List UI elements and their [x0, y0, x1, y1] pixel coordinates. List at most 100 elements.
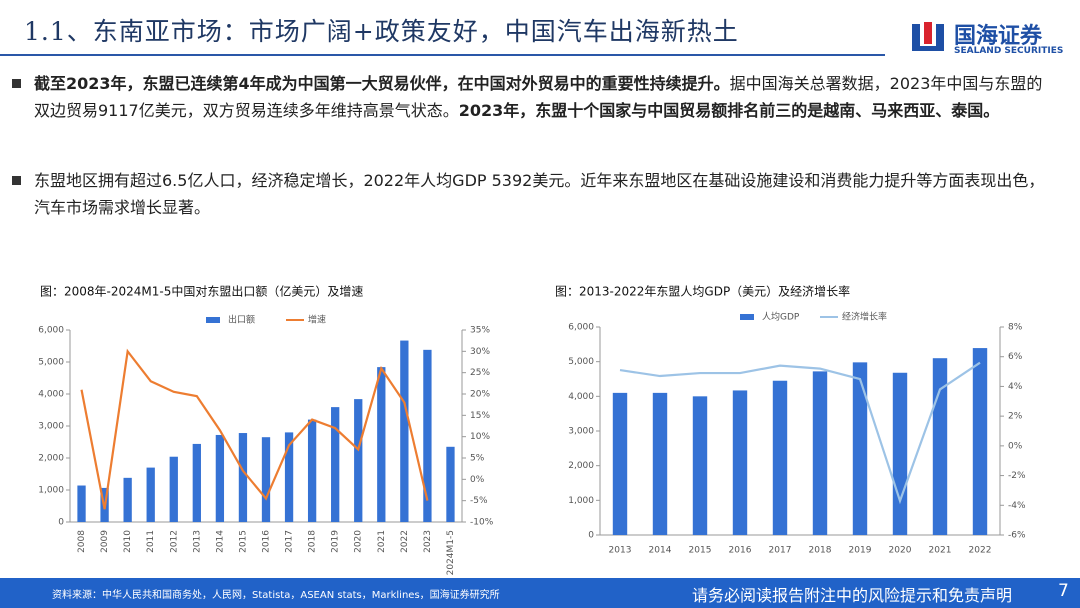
logo-text: 国海证券: [954, 24, 1043, 49]
y2-tick-label: -10%: [470, 518, 494, 528]
disclaimer: 请务必阅读报告附注中的风险提示和免责声明: [692, 586, 1013, 605]
x-tick-label: 2017: [769, 546, 792, 556]
y-tick-label: 2,000: [38, 454, 64, 464]
y-tick-label: 1,000: [38, 486, 64, 496]
x-tick-label: 2023: [423, 530, 433, 553]
bullet-text: 截至2023年，东盟已连续第4年成为中国第一大贸易伙伴，在中国对外贸易中的重要性…: [34, 74, 730, 93]
chart-title: 图：2013-2022年东盟人均GDP（美元）及经济增长率: [555, 284, 850, 299]
footer: 资料来源：中华人民共和国商务处，人民网，Statista，ASEAN stats…: [0, 578, 1080, 608]
x-tick-label: 2022: [400, 530, 410, 553]
x-tick-label: 2013: [609, 546, 632, 556]
bar: [354, 399, 363, 522]
x-tick-label: 2012: [169, 530, 179, 553]
bar: [812, 371, 828, 535]
source: 资料来源：中华人民共和国商务处，人民网，Statista，ASEAN stats…: [52, 590, 500, 601]
x-tick-label: 2017: [285, 530, 295, 553]
y2-tick-label: 5%: [470, 454, 485, 464]
bullet-text: 据中国海关总署数据，2023年中国与东盟的双边贸易9117亿美元，双方贸易连续多…: [34, 74, 1043, 120]
bar: [377, 367, 386, 522]
bullet: 东盟地区拥有超过6.5亿人口，经济稳定增长，2022年人均GDP 5392美元。…: [12, 167, 1049, 221]
y2-tick-label: -4%: [1008, 501, 1026, 511]
logo-mark: [912, 22, 944, 51]
bullet-text: 东盟地区拥有超过6.5亿人口，经济稳定增长，2022年人均GDP 5392美元。…: [34, 171, 1045, 217]
y-tick-label: 3,000: [38, 422, 64, 432]
bar: [852, 362, 868, 535]
y2-tick-label: 6%: [1008, 352, 1023, 362]
line-series: [80, 348, 429, 510]
y2-tick-label: 20%: [470, 390, 490, 400]
logo-subtext: SEALAND SECURITIES: [954, 46, 1064, 56]
bullet: 截至2023年，东盟已连续第4年成为中国第一大贸易伙伴，在中国对外贸易中的重要性…: [12, 70, 1049, 124]
y-tick-label: 5,000: [38, 358, 64, 368]
x-tick-label: 2016: [729, 546, 752, 556]
x-tick-label: 2021: [377, 530, 387, 553]
y2-tick-label: -2%: [1008, 471, 1026, 481]
title-rule: [0, 54, 885, 56]
legend-label: 经济增长率: [842, 311, 887, 323]
y-tick-label: 1,000: [568, 496, 594, 506]
x-tick-label: 2019: [331, 530, 341, 553]
x-tick-label: 2018: [809, 546, 832, 556]
bar: [892, 372, 908, 535]
bar: [77, 485, 86, 522]
y2-tick-label: -5%: [470, 496, 488, 506]
legend-label: 人均GDP: [762, 311, 800, 323]
legend-swatch: [206, 317, 220, 323]
bar: [732, 390, 748, 535]
chart-title: 图：2008年-2024M1-5中国对东盟出口额（亿美元）及增速: [40, 284, 363, 299]
y2-tick-label: 10%: [470, 432, 490, 442]
bar: [307, 419, 317, 522]
bar: [284, 432, 294, 522]
legend-label: 增速: [308, 314, 326, 326]
y-tick-label: 4,000: [38, 390, 64, 400]
x-tick-label: 2019: [849, 546, 872, 556]
bar: [215, 434, 225, 522]
x-tick-label: 2016: [262, 530, 272, 553]
line-series: [619, 361, 981, 505]
x-tick-label: 2009: [100, 530, 110, 553]
bar: [123, 477, 132, 522]
x-tick-label: 2014: [215, 530, 225, 553]
y2-tick-label: 2%: [1008, 412, 1023, 422]
y2-tick-label: 30%: [470, 347, 490, 357]
x-tick-label: 2018: [308, 530, 318, 553]
y2-tick-label: 25%: [470, 368, 490, 378]
y-tick-label: 0: [58, 518, 64, 528]
x-tick-label: 2008: [77, 530, 87, 553]
slide-title: 1.1、东南亚市场：市场广阔+政策友好，中国汽车出海新热土: [24, 17, 739, 46]
y2-tick-label: -6%: [1008, 531, 1026, 541]
x-tick-label: 2010: [123, 530, 133, 553]
y2-tick-label: 0%: [1008, 441, 1023, 451]
logo: 国海证券 SEALAND SECURITIES: [910, 16, 1070, 60]
x-tick-label: 2022: [969, 546, 992, 556]
charts: 图：2008年-2024M1-5中国对东盟出口额（亿美元）及增速 0 1,000 2,…: [38, 284, 1026, 576]
y2-tick-label: 35%: [470, 326, 490, 336]
x-tick-label: 2021: [929, 546, 952, 556]
bar: [261, 437, 271, 522]
bar: [612, 392, 628, 535]
bar: [972, 348, 988, 535]
x-tick-label: 2011: [146, 530, 156, 553]
y-tick-label: 2,000: [568, 461, 594, 471]
y-tick-label: 4,000: [568, 392, 594, 402]
y2-tick-label: 8%: [1008, 323, 1023, 333]
y-tick-label: 0: [588, 531, 594, 541]
bar: [238, 433, 248, 522]
bar: [692, 396, 708, 535]
bar: [400, 340, 409, 522]
x-tick-label: 2015: [238, 530, 248, 553]
bar: [146, 467, 155, 522]
x-tick-label: 2020: [354, 530, 364, 553]
bar: [169, 456, 178, 522]
x-tick-label: 2013: [192, 530, 202, 553]
x-tick-label: 2020: [889, 546, 912, 556]
legend-label: 出口额: [228, 314, 255, 326]
bullet-text: 2023年，东盟十个国家与中国贸易额排名前三的是越南、马来西亚、泰国。: [458, 101, 1000, 120]
page-number: 7: [1058, 581, 1069, 601]
bar: [423, 349, 432, 522]
y-tick-label: 5,000: [568, 357, 594, 367]
bar: [652, 392, 668, 535]
bar: [772, 380, 788, 535]
y2-tick-label: 0%: [470, 475, 485, 485]
